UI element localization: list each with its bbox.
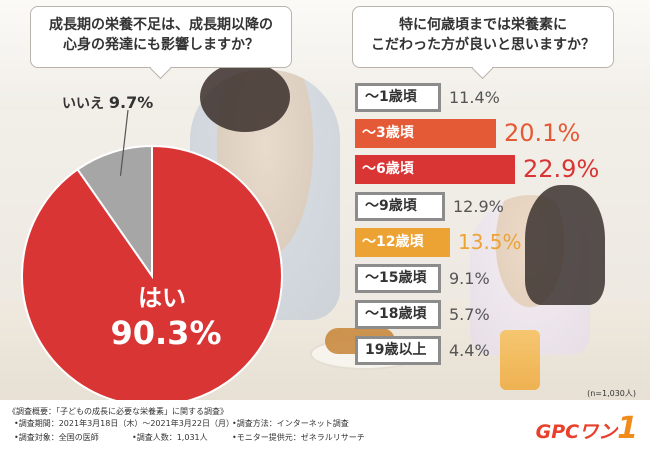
pie-value-yes: 90.3% [110,314,221,352]
survey-target: •調査対象：全国の医師 [14,433,99,442]
photo-child-hair [525,185,605,305]
bar-label: 〜9歳頃 [355,191,445,221]
question1-line2: 心身の発達にも影響しますか？ [63,37,259,53]
bar-value: 12.9% [453,196,504,216]
bar-value: 11.4% [449,88,500,107]
bar-value: 22.9% [523,155,600,184]
bar-value: 20.1% [504,119,581,148]
logo-text: GPCワン [535,421,618,443]
bar-label: 〜6歳頃 [355,155,515,185]
footer [0,400,650,450]
question-bubble-1: 成長期の栄養不足は、成長期以降の 心身の発達にも影響しますか？ [30,6,292,68]
pie-slice-no [76,144,153,280]
question2-line1: 特に何歳頃までは栄養素に [399,17,567,33]
bar-value: 9.1% [449,269,490,288]
bar-value: 4.4% [449,341,490,361]
pie-value-no: 9.7% [109,93,153,112]
bar-label: 〜12歳頃 [355,227,450,257]
bar-value: 13.5% [458,229,522,254]
survey-count: •調査人数：1,031人 [132,433,208,442]
bar-label: 〜18歳頃 [355,300,441,330]
bar-label: 〜15歳頃 [355,264,441,293]
photo-juice-glass [500,330,540,390]
survey-method: •調査方法：インターネット調査 [232,419,349,428]
bar-label: 〜3歳頃 [355,119,496,149]
gpc-one-logo: GPCワン1 [536,414,638,444]
bar-label: 19歳以上 [355,336,441,366]
question-bubble-2: 特に何歳頃までは栄養素に こだわった方が良いと思いますか？ [352,6,614,68]
question1-line1: 成長期の栄養不足は、成長期以降の [49,17,273,33]
photo-mother-hair [200,62,290,132]
pie-label-no: いいえ 9.7% [62,93,153,112]
question2-line2: こだわった方が良いと思いますか？ [371,37,595,53]
bar-value: 5.7% [449,305,490,325]
pie-label-yes: はい [138,284,186,312]
survey-provider: •モニター提供元：ゼネラルリサーチ [232,433,365,442]
bar-label: 〜1歳頃 [355,83,441,112]
pie-leader-line [119,109,129,176]
sample-size-note: (n=1,030人) [587,389,636,398]
survey-period: •調査期間：2021年3月18日（木）〜2021年3月22日（月） [14,419,234,428]
logo-one: 1 [617,411,638,446]
survey-title: 《調査概要：「子どもの成長に必要な栄養素」に関する調査》 [8,407,228,416]
